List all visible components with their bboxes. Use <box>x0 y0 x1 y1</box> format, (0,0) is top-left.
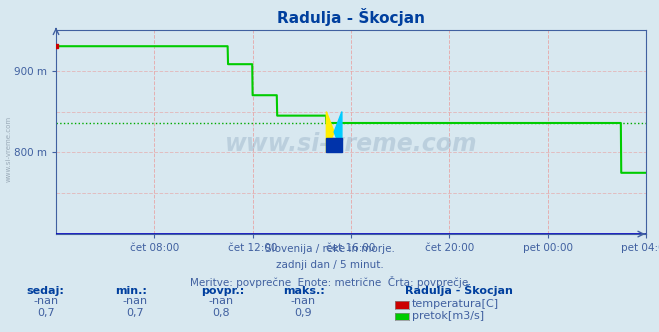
Text: 0,7: 0,7 <box>127 308 144 318</box>
Text: min.:: min.: <box>115 286 147 296</box>
Text: 0,8: 0,8 <box>212 308 229 318</box>
Text: Meritve: povprečne  Enote: metrične  Črta: povprečje: Meritve: povprečne Enote: metrične Črta:… <box>190 276 469 288</box>
Polygon shape <box>334 112 342 152</box>
Text: Radulja - Škocjan: Radulja - Škocjan <box>405 284 513 296</box>
Text: 0,7: 0,7 <box>38 308 55 318</box>
Text: www.si-vreme.com: www.si-vreme.com <box>5 116 11 183</box>
Text: 0,9: 0,9 <box>295 308 312 318</box>
Polygon shape <box>326 112 334 152</box>
Text: sedaj:: sedaj: <box>26 286 64 296</box>
Text: -nan: -nan <box>123 296 148 306</box>
Text: -nan: -nan <box>208 296 233 306</box>
Text: zadnji dan / 5 minut.: zadnji dan / 5 minut. <box>275 260 384 270</box>
Text: pretok[m3/s]: pretok[m3/s] <box>412 311 484 321</box>
Title: Radulja - Škocjan: Radulja - Škocjan <box>277 8 425 26</box>
Text: -nan: -nan <box>291 296 316 306</box>
Text: www.si-vreme.com: www.si-vreme.com <box>225 132 477 156</box>
Text: povpr.:: povpr.: <box>201 286 244 296</box>
Text: maks.:: maks.: <box>283 286 325 296</box>
Text: temperatura[C]: temperatura[C] <box>412 299 499 309</box>
Text: Slovenija / reke in morje.: Slovenija / reke in morje. <box>264 244 395 254</box>
Text: -nan: -nan <box>34 296 59 306</box>
Bar <box>326 138 342 152</box>
